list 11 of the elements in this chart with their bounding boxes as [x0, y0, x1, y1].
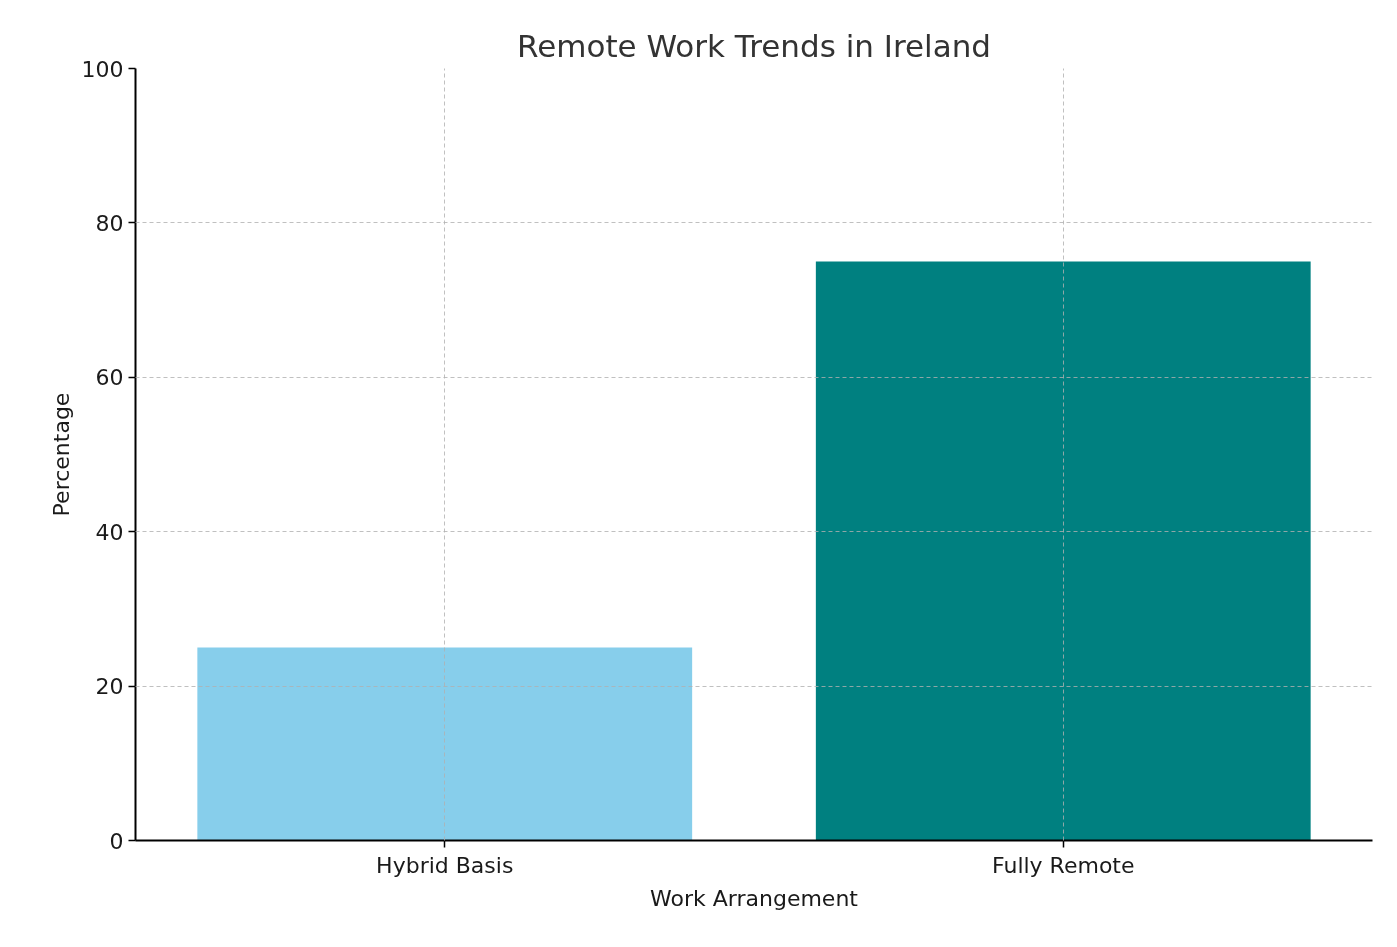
y-tick-label: 60	[95, 365, 124, 391]
y-axis-title: Percentage	[48, 392, 74, 517]
y-tick-label: 40	[95, 519, 124, 545]
chart-title: Remote Work Trends in Ireland	[517, 27, 991, 64]
y-tick-label: 100	[81, 56, 124, 82]
x-tick-label: Hybrid Basis	[376, 852, 514, 878]
y-tick-label: 80	[95, 210, 124, 236]
x-tick-label: Fully Remote	[991, 852, 1135, 878]
y-tick-label: 0	[109, 828, 124, 854]
y-tick-label: 20	[95, 674, 124, 700]
x-axis-title: Work Arrangement	[650, 885, 859, 911]
